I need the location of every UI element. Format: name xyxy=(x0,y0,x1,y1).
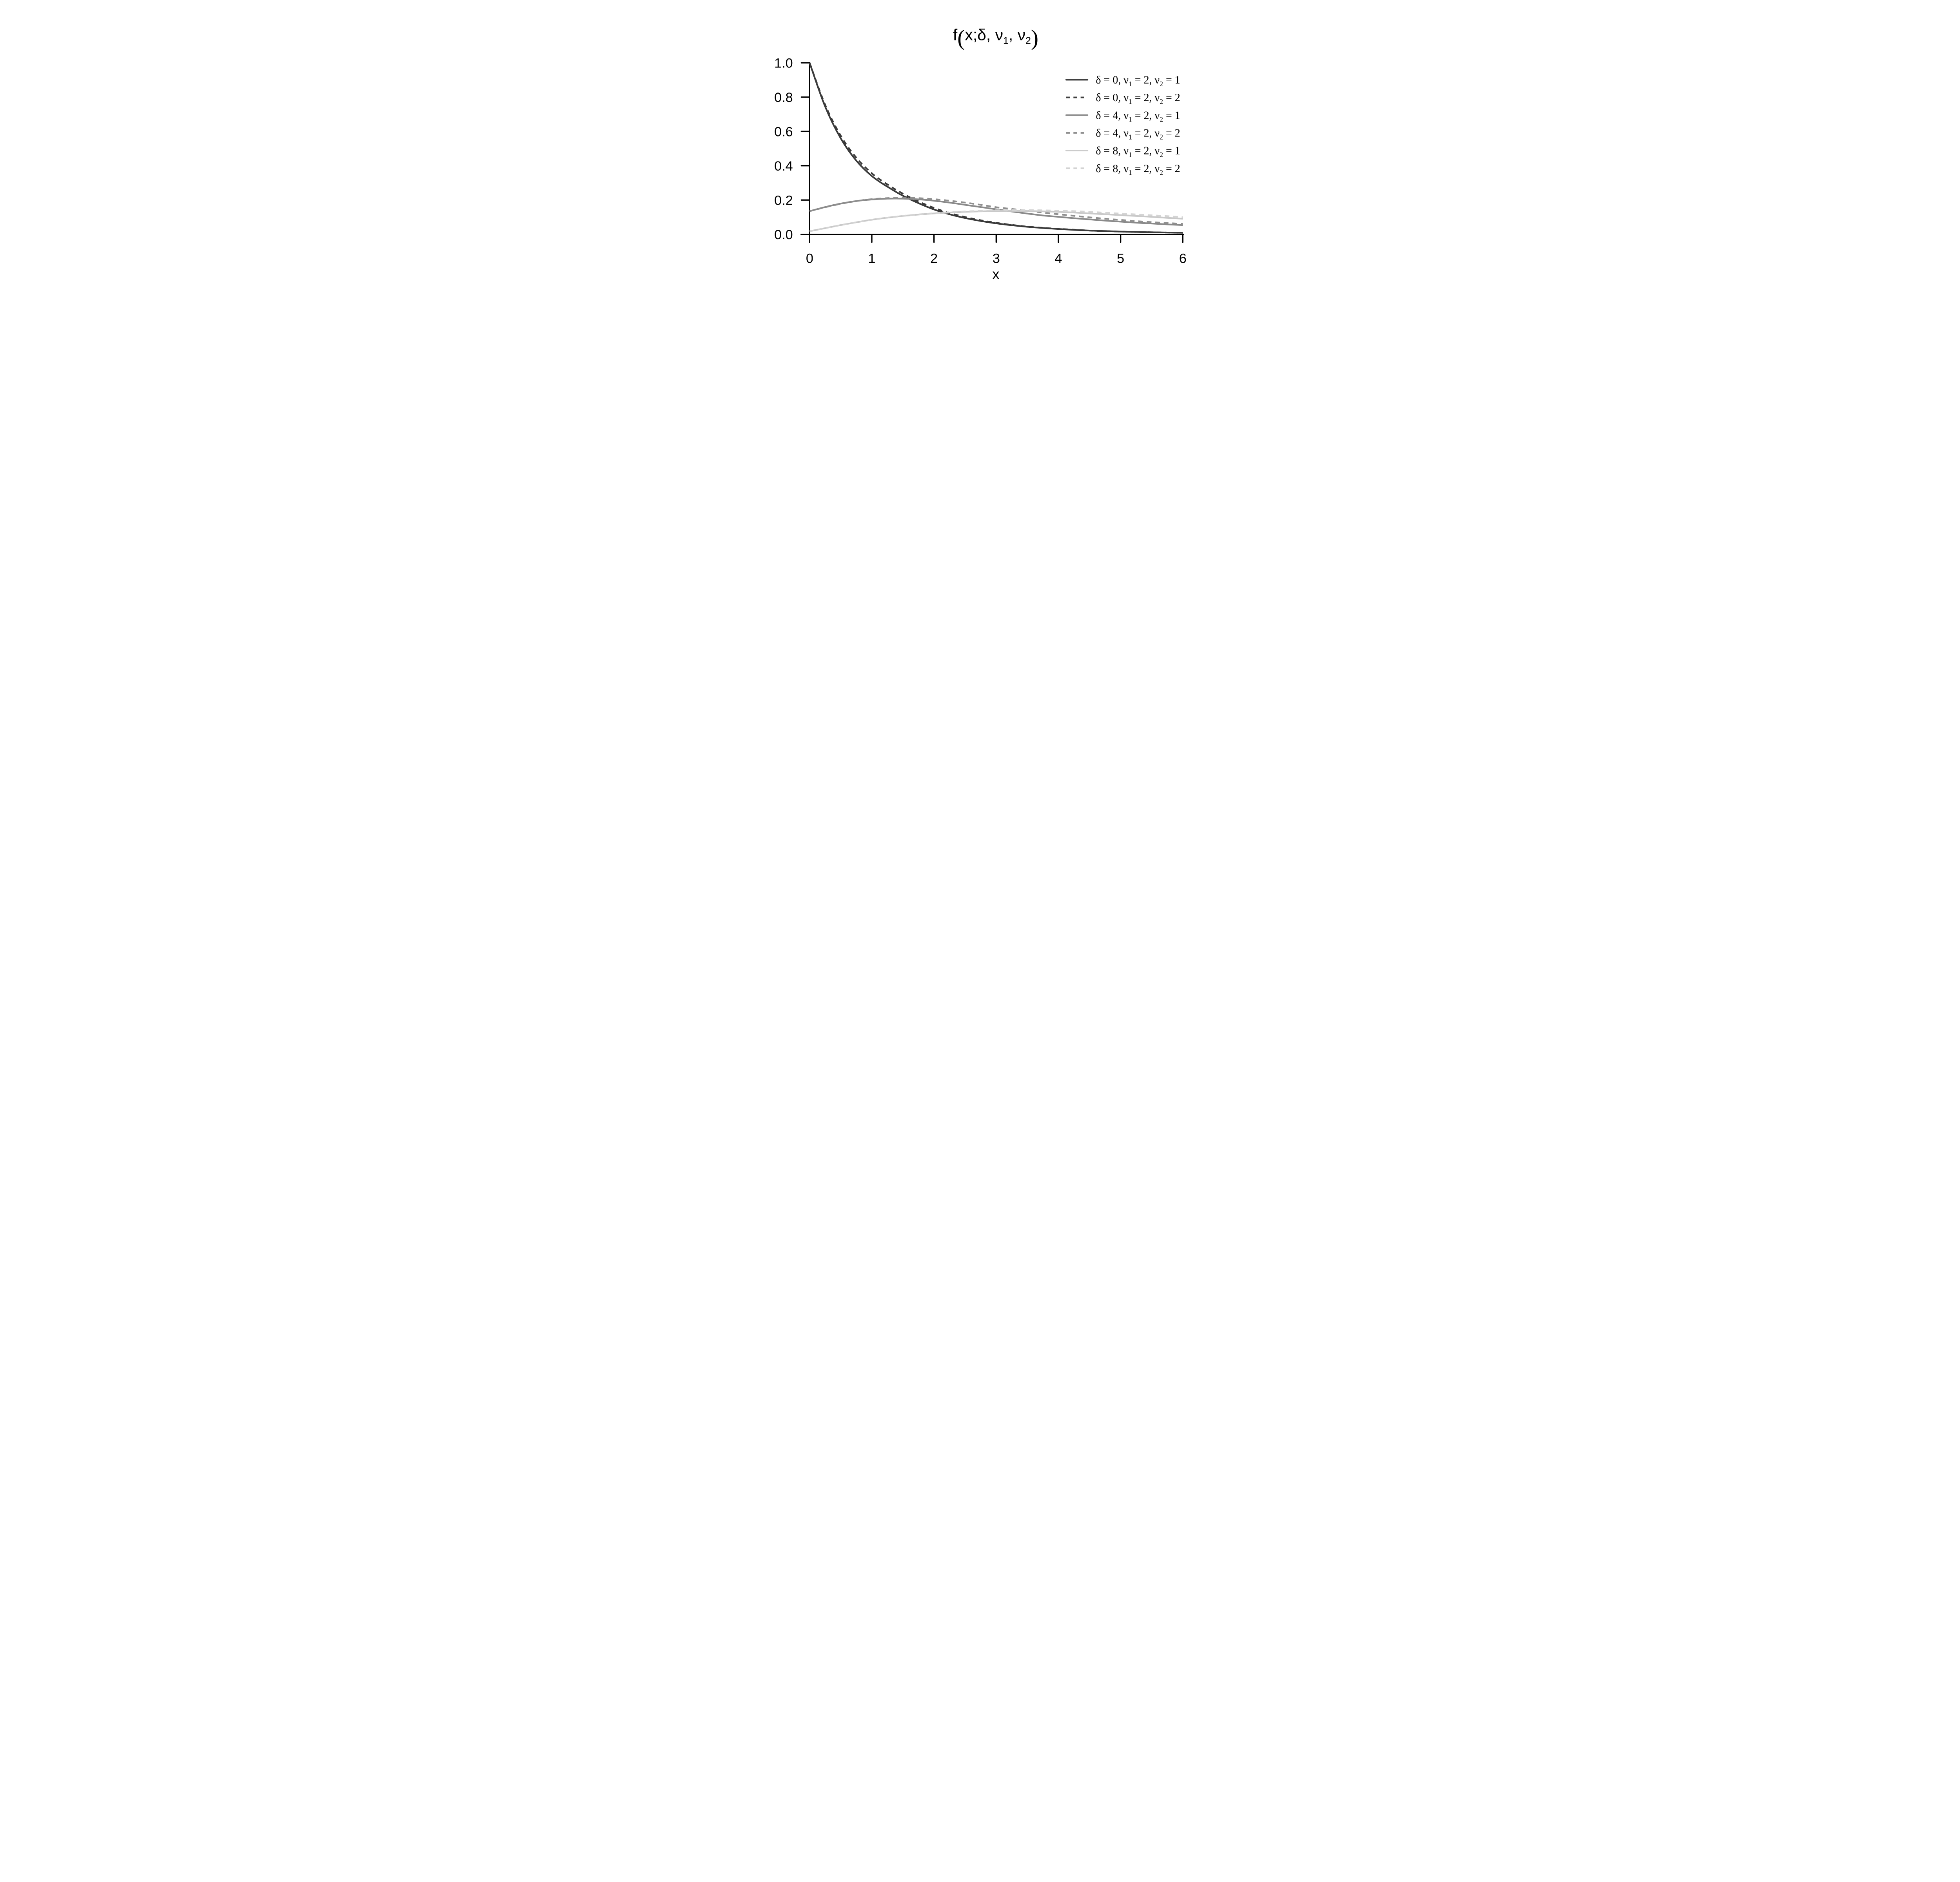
y-tick-label: 0.0 xyxy=(774,227,793,242)
x-tick-label: 5 xyxy=(1117,251,1124,266)
chart-title: f(x;δ, ν1, ν2) xyxy=(953,26,1038,51)
legend: δ = 0, ν1 = 2, ν2 = 1 δ = 0, ν1 = 2, ν2 =… xyxy=(1065,74,1180,176)
legend-label: δ = 0, ν1 = 2, ν2 = 1 xyxy=(1096,74,1180,88)
y-tick-label: 0.8 xyxy=(774,90,793,105)
y-tick-label: 0.2 xyxy=(774,193,793,208)
legend-entry: δ = 8, ν1 = 2, ν2 = 2 xyxy=(1066,163,1180,176)
legend-label: δ = 4, ν1 = 2, ν2 = 2 xyxy=(1096,127,1180,141)
x-tick-label: 2 xyxy=(930,251,938,266)
y-tick-label: 0.6 xyxy=(774,125,793,140)
legend-label: δ = 0, ν1 = 2, ν2 = 2 xyxy=(1096,92,1180,105)
y-tick-label: 1.0 xyxy=(774,56,793,71)
noncentral-f-density-figure: f(x;δ, ν1, ν2) 0 1 2 3 4 5 6 0.0 0.2 0.4 0.6 0.8 1.0… xyxy=(745,0,1215,314)
legend-label: δ = 8, ν1 = 2, ν2 = 1 xyxy=(1096,145,1180,159)
axes: 0 1 2 3 4 5 6 0.0 0.2 0.4 0.6 0.8 1.0 xyxy=(774,56,1187,266)
x-tick-label: 0 xyxy=(806,251,813,266)
legend-entry: δ = 4, ν1 = 2, ν2 = 2 xyxy=(1066,127,1180,141)
legend-entry: δ = 0, ν1 = 2, ν2 = 2 xyxy=(1066,92,1180,105)
x-tick-label: 6 xyxy=(1179,251,1187,266)
legend-label: δ = 4, ν1 = 2, ν2 = 1 xyxy=(1096,109,1180,123)
curves xyxy=(809,62,1183,234)
y-tick-label: 0.4 xyxy=(774,159,793,174)
curve-delta8-nu2-2-dashed xyxy=(809,209,1183,232)
legend-label: δ = 8, ν1 = 2, ν2 = 2 xyxy=(1096,163,1180,176)
x-tick-label: 3 xyxy=(993,251,1000,266)
legend-entry: δ = 0, ν1 = 2, ν2 = 1 xyxy=(1065,74,1180,88)
x-axis-title: x xyxy=(993,266,1000,282)
legend-entry: δ = 4, ν1 = 2, ν2 = 1 xyxy=(1065,109,1180,123)
curve-delta0-nu2-1-solid xyxy=(809,62,1183,234)
legend-entry: δ = 8, ν1 = 2, ν2 = 1 xyxy=(1065,145,1180,159)
curve-delta4-nu2-2-dashed xyxy=(809,197,1183,225)
x-tick-label: 4 xyxy=(1055,251,1062,266)
x-tick-label: 1 xyxy=(868,251,876,266)
noncentral-f-chart: f(x;δ, ν1, ν2) 0 1 2 3 4 5 6 0.0 0.2 0.4 0.6 0.8 1.0… xyxy=(774,26,1187,282)
